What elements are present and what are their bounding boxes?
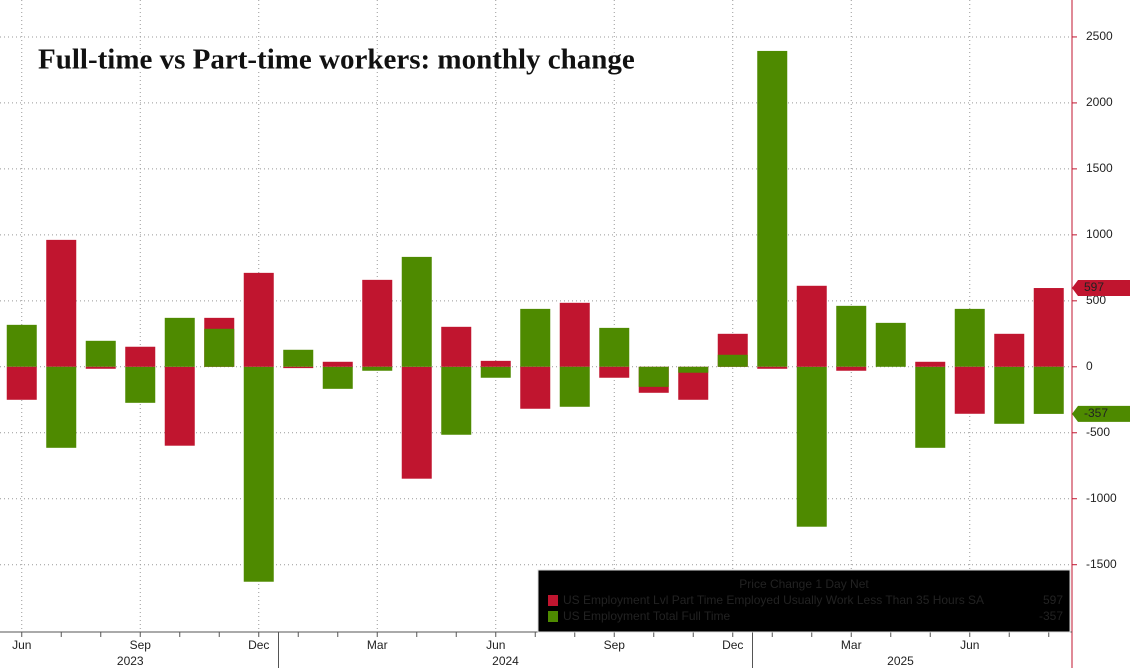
x-tick-label: Sep bbox=[130, 638, 152, 652]
bar bbox=[204, 328, 235, 367]
bar bbox=[994, 333, 1025, 367]
y-tick-label: 500 bbox=[1086, 293, 1106, 307]
y-tick-label: 1000 bbox=[1086, 227, 1113, 241]
bar bbox=[757, 366, 788, 369]
bar bbox=[915, 361, 946, 367]
bar bbox=[85, 340, 116, 367]
y-tick-label: -1000 bbox=[1086, 491, 1117, 505]
bar bbox=[757, 50, 788, 367]
bar bbox=[1033, 366, 1064, 414]
bar bbox=[1033, 288, 1064, 367]
bar bbox=[480, 366, 511, 378]
y-tick-label: 2500 bbox=[1086, 29, 1113, 43]
value-badge-label: -357 bbox=[1084, 406, 1108, 420]
bar bbox=[441, 326, 472, 367]
bar bbox=[559, 366, 590, 407]
bar bbox=[836, 366, 867, 371]
y-tick-label: -500 bbox=[1086, 425, 1110, 439]
bar bbox=[520, 308, 551, 367]
bar bbox=[954, 366, 985, 414]
bar bbox=[6, 324, 37, 367]
bar bbox=[125, 346, 156, 367]
legend-title: Price Change 1 Day Net bbox=[739, 577, 869, 591]
bar bbox=[994, 366, 1025, 424]
x-tick-label: Jun bbox=[960, 638, 979, 652]
legend-label: US Employment Total Full Time bbox=[563, 609, 730, 623]
bar bbox=[559, 302, 590, 367]
bar bbox=[283, 349, 314, 367]
bar bbox=[520, 366, 551, 409]
legend-swatch bbox=[548, 611, 558, 622]
bar bbox=[836, 305, 867, 367]
x-tick-label: Dec bbox=[722, 638, 743, 652]
bar bbox=[243, 272, 274, 367]
bar bbox=[796, 285, 827, 367]
year-label: 2024 bbox=[492, 654, 519, 668]
bar bbox=[125, 366, 156, 403]
bar bbox=[243, 366, 274, 582]
bar bbox=[85, 366, 116, 369]
x-tick-label: Dec bbox=[248, 638, 269, 652]
value-badge-label: 597 bbox=[1084, 280, 1104, 294]
legend-swatch bbox=[548, 595, 558, 606]
y-tick-label: 0 bbox=[1086, 359, 1093, 373]
bar bbox=[678, 366, 709, 373]
legend: Price Change 1 Day Net US Employment Lvl … bbox=[537, 569, 1071, 633]
legend-label: US Employment Lvl Part Time Employed Usu… bbox=[563, 593, 984, 607]
bar bbox=[599, 327, 630, 367]
bar bbox=[638, 366, 669, 387]
bar bbox=[875, 322, 906, 367]
legend-box bbox=[537, 569, 1071, 633]
bar bbox=[322, 361, 353, 367]
y-tick-label: 1500 bbox=[1086, 161, 1113, 175]
legend-value: 597 bbox=[1043, 593, 1063, 607]
bar bbox=[46, 239, 77, 367]
bar bbox=[6, 366, 37, 400]
x-tick-label: Jun bbox=[486, 638, 505, 652]
bar bbox=[717, 354, 748, 367]
x-tick-label: Mar bbox=[367, 638, 388, 652]
year-label: 2023 bbox=[117, 654, 144, 668]
bar bbox=[954, 308, 985, 367]
x-tick-label: Jun bbox=[12, 638, 31, 652]
value-badge bbox=[1072, 280, 1130, 297]
bar bbox=[164, 317, 195, 367]
bar bbox=[480, 360, 511, 367]
bar bbox=[283, 366, 314, 369]
chart-title: Full-time vs Part-time workers: monthly … bbox=[38, 44, 635, 76]
value-badge bbox=[1072, 405, 1130, 422]
year-label: 2025 bbox=[887, 654, 914, 668]
bar bbox=[915, 366, 946, 448]
y-tick-label: -1500 bbox=[1086, 557, 1117, 571]
bar bbox=[46, 366, 77, 448]
bar bbox=[322, 366, 353, 389]
x-tick-label: Mar bbox=[841, 638, 862, 652]
bar bbox=[599, 366, 630, 378]
y-tick-label: 2000 bbox=[1086, 95, 1113, 109]
bar bbox=[362, 366, 393, 371]
bar bbox=[401, 256, 432, 367]
bar bbox=[796, 366, 827, 527]
legend-value: -357 bbox=[1039, 609, 1063, 623]
bar bbox=[164, 366, 195, 446]
bar bbox=[441, 366, 472, 435]
x-tick-label: Sep bbox=[604, 638, 626, 652]
bar bbox=[362, 279, 393, 367]
bar bbox=[401, 366, 432, 479]
